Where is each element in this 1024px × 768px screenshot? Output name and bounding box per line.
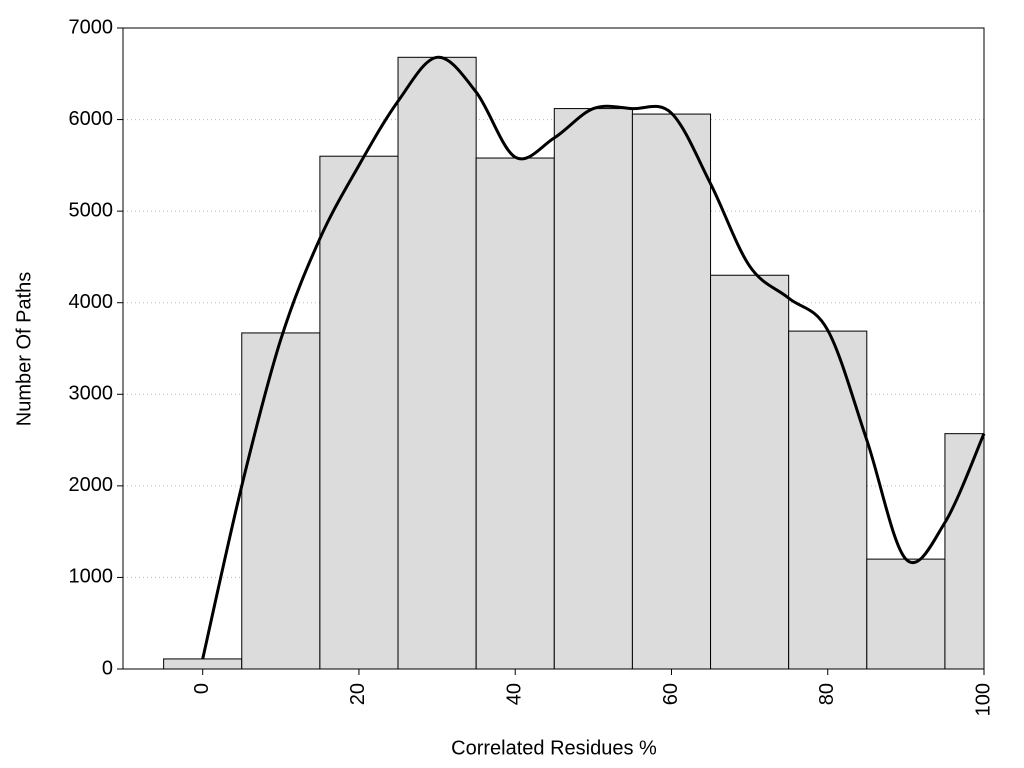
plot-frame xyxy=(122,27,985,670)
bar xyxy=(944,433,985,670)
x-tick-label: 40 xyxy=(503,683,525,705)
y-tick-label: 5000 xyxy=(69,199,114,221)
x-tick-label: 100 xyxy=(972,683,994,716)
x-tick-label: 80 xyxy=(816,683,838,705)
bar xyxy=(475,157,555,670)
density-curve xyxy=(201,55,986,660)
bar xyxy=(631,113,712,670)
bar xyxy=(866,558,946,670)
x-axis-label: Correlated Residues % xyxy=(451,737,657,759)
bar xyxy=(553,108,633,670)
y-tick-label: 3000 xyxy=(69,383,114,405)
y-tick-label: 1000 xyxy=(69,566,114,588)
bar xyxy=(397,56,477,670)
bar xyxy=(319,155,399,670)
y-tick-label: 7000 xyxy=(69,16,114,38)
bar xyxy=(241,332,321,670)
y-tick-label: 2000 xyxy=(69,474,114,496)
y-tick-label: 0 xyxy=(102,657,113,679)
y-tick-label: 4000 xyxy=(69,291,114,313)
x-tick-label: 0 xyxy=(191,683,213,694)
bar xyxy=(710,274,790,670)
x-tick-label: 20 xyxy=(347,683,369,705)
y-tick-label: 6000 xyxy=(69,108,114,130)
bar xyxy=(163,658,243,670)
x-tick-label: 60 xyxy=(660,683,682,705)
bar xyxy=(788,330,868,670)
y-axis-label: Number Of Paths xyxy=(13,272,35,427)
